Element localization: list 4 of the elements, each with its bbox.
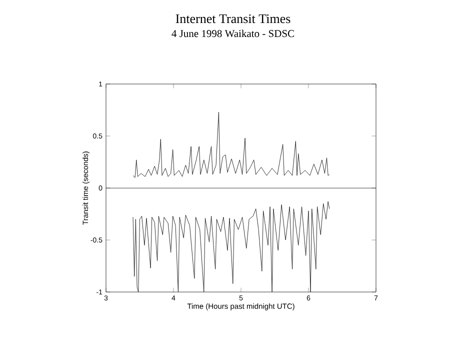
line-series xyxy=(132,201,330,292)
chart-title: Internet Transit Times xyxy=(176,14,290,24)
line-series xyxy=(132,112,330,178)
chart-subtitle: 4 June 1998 Waikato - SDSC xyxy=(172,30,294,38)
